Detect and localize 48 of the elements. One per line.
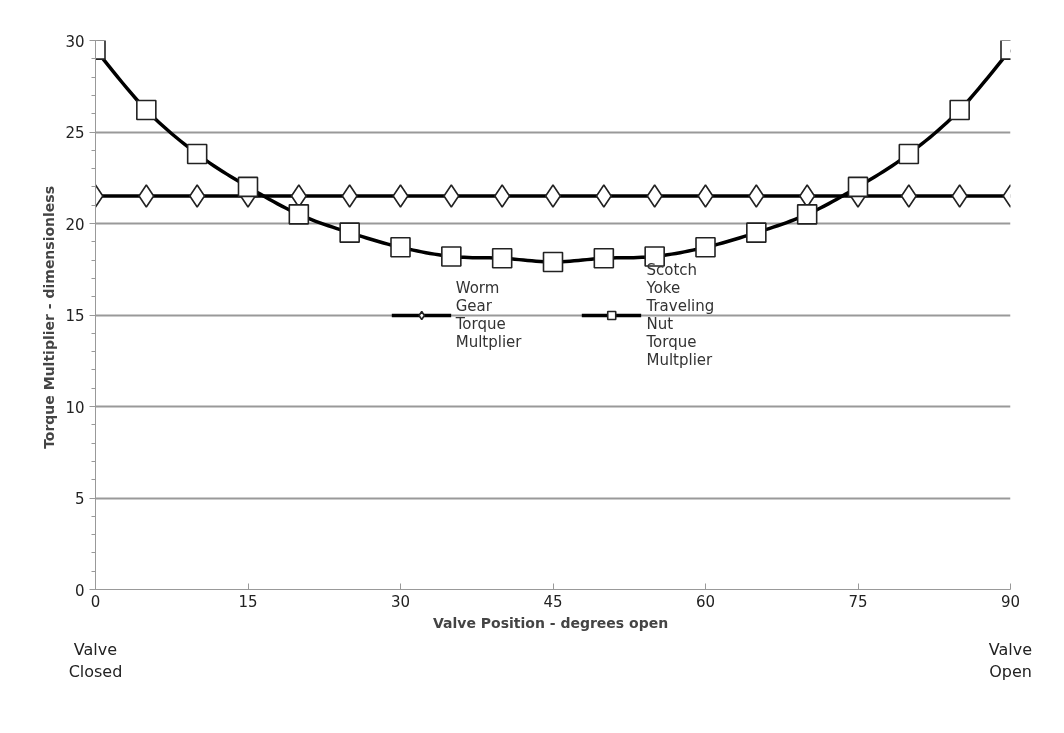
point — [900, 184, 917, 208]
y-axis-title: Torque Multiplier - dimensionless — [41, 185, 58, 449]
x-tick-label: 15 — [238, 592, 258, 611]
point — [189, 184, 206, 208]
point — [595, 184, 612, 208]
point — [237, 176, 259, 198]
x-tick-label: 90 — [1000, 592, 1021, 611]
point — [544, 184, 562, 208]
point — [695, 236, 716, 258]
point — [138, 184, 155, 208]
x-axis-title: Valve Position - degrees open — [432, 614, 669, 631]
point — [443, 184, 460, 208]
point — [898, 143, 920, 165]
point — [949, 99, 970, 121]
x-tick-label: 45 — [543, 592, 563, 611]
legend-label: Scotch Yoke Traveling Nut Torque Multplier — [646, 260, 715, 369]
y-tick-label: 30 — [65, 32, 85, 51]
y-tick-label: 5 — [74, 490, 85, 508]
y-tick-label: 15 — [65, 307, 85, 325]
point — [593, 247, 615, 269]
point — [646, 184, 663, 208]
y-tick-label: 20 — [65, 215, 85, 234]
point — [339, 222, 360, 243]
point — [288, 204, 310, 225]
point — [796, 204, 818, 225]
x-tick-label: 30 — [390, 592, 411, 611]
point — [390, 236, 411, 258]
point — [847, 176, 869, 198]
point — [746, 222, 767, 243]
x-tick-label: 60 — [695, 592, 716, 611]
text: Valve Open — [988, 639, 1033, 682]
point — [748, 184, 765, 208]
text: Valve Closed — [68, 639, 123, 682]
point — [186, 143, 208, 165]
point — [136, 99, 157, 121]
y-tick-label: 25 — [65, 124, 85, 142]
point — [951, 184, 968, 208]
x-tick-label: 75 — [848, 592, 868, 611]
point — [341, 184, 358, 208]
y-tick-label: 10 — [65, 398, 85, 417]
point — [441, 246, 462, 267]
legend-label: Worm Gear Torque Multplier — [455, 278, 522, 351]
x-tick-label: 0 — [90, 592, 101, 611]
point — [542, 251, 564, 273]
point — [697, 184, 714, 208]
point — [494, 184, 511, 208]
point — [392, 184, 409, 208]
point — [491, 247, 513, 269]
